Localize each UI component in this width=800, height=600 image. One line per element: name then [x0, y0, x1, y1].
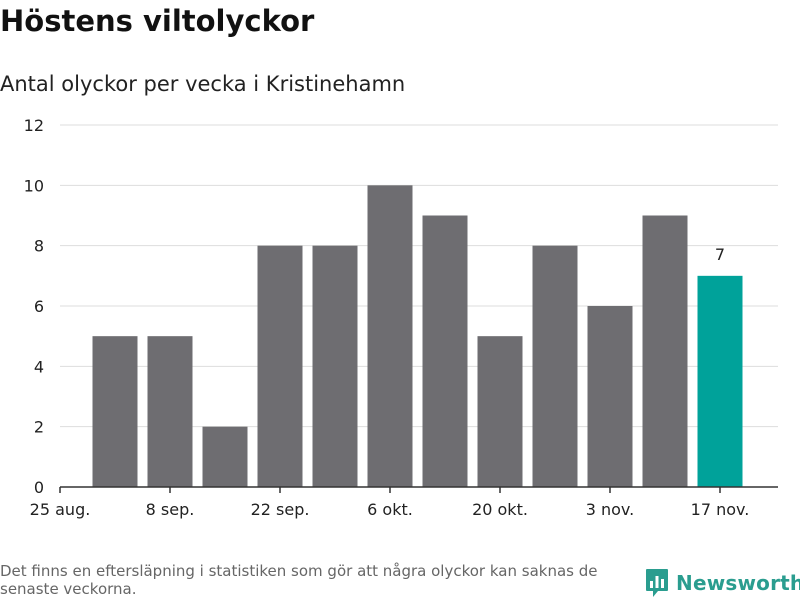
- x-tick-label: 8 sep.: [146, 500, 195, 519]
- y-tick-label: 2: [34, 418, 44, 437]
- footnote: Det finns en eftersläpning i statistiken…: [0, 562, 598, 598]
- y-tick-label: 12: [24, 116, 44, 135]
- chart-subtitle: Antal olyckor per vecka i Kristinehamn: [0, 72, 406, 96]
- bar-chart-icon: [646, 569, 668, 597]
- bar: [587, 306, 633, 487]
- x-tick-label: 6 okt.: [367, 500, 413, 519]
- bar: [422, 215, 468, 487]
- y-tick-label: 8: [34, 237, 44, 256]
- bar: [312, 245, 358, 487]
- bar: [697, 275, 743, 487]
- bar: [477, 336, 523, 487]
- x-tick-label: 22 sep.: [251, 500, 310, 519]
- x-tick-label: 25 aug.: [30, 500, 91, 519]
- bar: [147, 336, 193, 487]
- y-tick-label: 0: [34, 478, 44, 497]
- bar: [202, 426, 248, 487]
- data-label: 7: [715, 245, 725, 264]
- brand-name: Newsworthy: [676, 571, 800, 595]
- x-tick-label: 17 nov.: [691, 500, 750, 519]
- chart-title: Höstens viltolyckor: [0, 4, 315, 38]
- bar: [92, 336, 138, 487]
- y-tick-label: 10: [24, 176, 44, 195]
- bar: [532, 245, 578, 487]
- y-tick-label: 4: [34, 357, 44, 376]
- bar: [642, 215, 688, 487]
- brand-logo: Newsworthy: [645, 568, 800, 598]
- bar: [367, 185, 413, 488]
- x-tick-label: 20 okt.: [472, 500, 528, 519]
- bar: [257, 245, 303, 487]
- x-tick-label: 3 nov.: [586, 500, 635, 519]
- y-tick-label: 6: [34, 297, 44, 316]
